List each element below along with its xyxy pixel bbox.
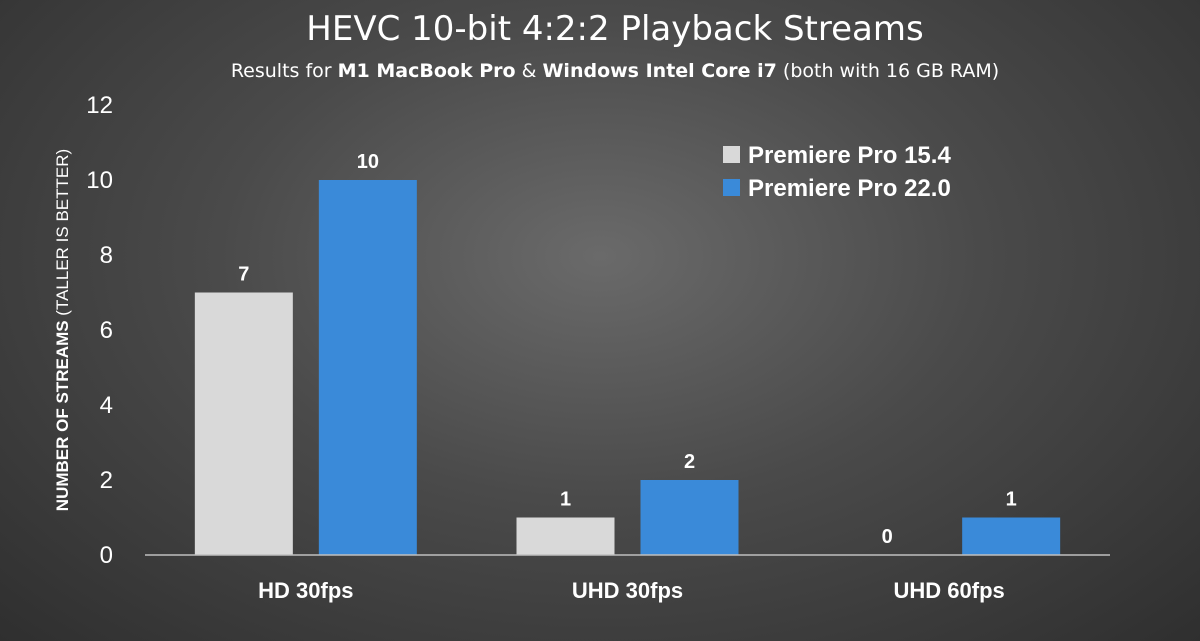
y-tick-label: 6 [100,317,113,344]
data-label: 1 [1006,489,1017,511]
data-label: 0 [882,526,893,548]
chart-subtitle: Results for M1 MacBook Pro & Windows Int… [231,60,999,82]
y-axis-label-main: NUMBER OF STREAMS [53,320,72,511]
subtitle-device-1: M1 MacBook Pro [338,60,516,82]
subtitle-device-2: Windows Intel Core i7 [542,60,776,82]
x-tick-label: HD 30fps [258,578,353,603]
data-label: 10 [357,151,379,173]
bar [194,292,293,555]
chart-title: HEVC 10-bit 4:2:2 Playback Streams [306,9,923,49]
bar [318,180,417,555]
subtitle-mid: & [516,60,543,82]
y-tick-label: 4 [100,392,113,419]
x-tick-label: UHD 60fps [894,578,1005,603]
y-axis-label-note: (TALLER IS BETTER) [53,149,72,321]
legend-label: Premiere Pro 15.4 [748,142,951,169]
subtitle-pre: Results for [231,60,338,82]
y-tick-label: 8 [100,242,113,269]
legend-swatch [723,179,740,196]
bar [962,517,1061,555]
y-tick-label: 12 [86,92,113,119]
legend-label: Premiere Pro 22.0 [748,175,951,202]
y-tick-label: 10 [86,167,113,194]
bar [640,480,739,555]
y-axis-label: NUMBER OF STREAMS (TALLER IS BETTER) [53,149,72,511]
y-tick-label: 0 [100,542,113,569]
x-tick-label: UHD 30fps [572,578,683,603]
bar [516,517,615,555]
y-tick-label: 2 [100,467,113,494]
legend-swatch [723,146,740,163]
subtitle-post: (both with 16 GB RAM) [777,60,999,82]
data-label: 7 [238,264,249,286]
data-label: 1 [560,489,571,511]
data-label: 2 [684,451,695,473]
